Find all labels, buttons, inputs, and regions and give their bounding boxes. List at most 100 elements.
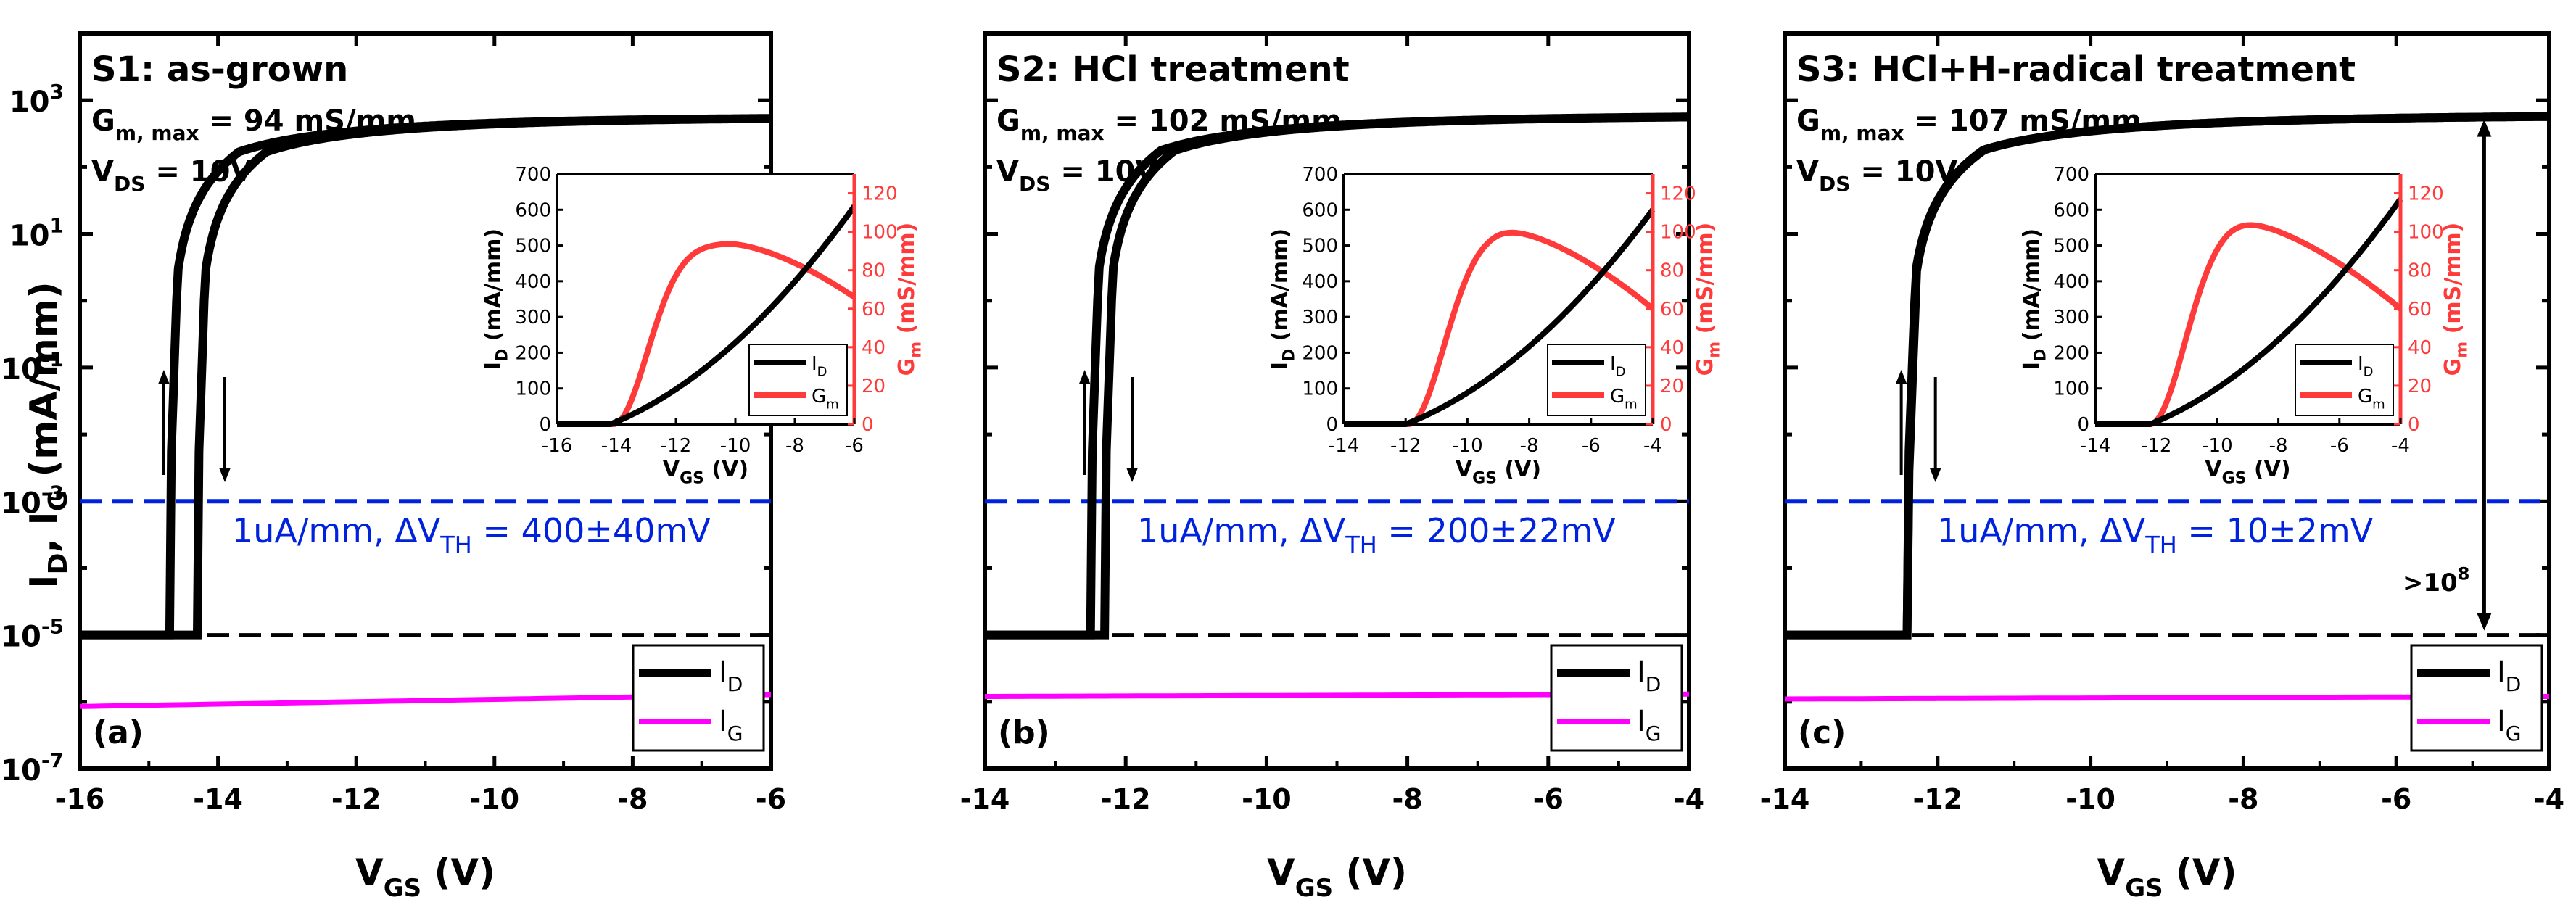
legend-ig-label: IG xyxy=(2497,705,2522,745)
inset-yr-tick-label: 120 xyxy=(1660,183,1696,205)
inset-yr-title-part-2: (mS/mm) xyxy=(2440,223,2466,342)
y-axis-title-sep: , I xyxy=(22,511,66,553)
panel-title: S3: HCl+H-radical treatment xyxy=(1796,49,2356,90)
inset-yr-tick-label: 20 xyxy=(1660,376,1684,397)
x-tick-label: -12 xyxy=(331,783,381,815)
inset-y-tick-label: 700 xyxy=(1302,164,1338,186)
inset-yr-tick-label: 100 xyxy=(1660,222,1696,244)
x-axis-title: VGS (V) xyxy=(355,851,495,903)
inset-yr-tick-label: 60 xyxy=(2408,299,2432,321)
vds-label-part-2: = 10V xyxy=(145,155,252,189)
y-axis-title-main: I xyxy=(22,574,66,588)
legend-id-label-part-1: D xyxy=(727,672,743,696)
y-tick-label: 10-3 xyxy=(1,481,64,520)
inset-yr-title: Gm (mS/mm) xyxy=(1693,223,1724,376)
inset-yr-title: Gm (mS/mm) xyxy=(2440,223,2472,376)
sweep-arrow-down-head xyxy=(219,468,231,482)
delta-vth-annotation-part-2: = 400±40mV xyxy=(472,511,711,550)
vds-label-part-1: DS xyxy=(1819,172,1850,196)
id-curve-reverse xyxy=(80,114,771,640)
gm-max-label: Gm, max = 107 mS/mm xyxy=(1796,104,2142,145)
inset-x-tick-label: -8 xyxy=(2269,435,2288,457)
y-tick-label-part-1: -3 xyxy=(41,481,64,505)
inset-x-tick-label: -12 xyxy=(2141,435,2171,457)
x-tick-label: -12 xyxy=(1912,783,1962,815)
legend-ig-label-part-1: G xyxy=(1646,721,1661,745)
inset-legend-id-label-part-1: D xyxy=(817,364,827,379)
inset-yl-title-part-2: (mA/mm) xyxy=(2019,228,2044,349)
inset-y-tick-label: 200 xyxy=(2053,342,2089,364)
inset-x-tick-label: -16 xyxy=(542,435,572,457)
inset-y-tick-label: 600 xyxy=(2053,199,2089,221)
y-tick-label: 10-7 xyxy=(1,748,64,787)
inset-yr-tick-label: 80 xyxy=(2408,260,2432,282)
panel-title: S1: as-grown xyxy=(91,49,348,90)
panel-label: (a) xyxy=(93,714,144,751)
gm-max-label-part-0: G xyxy=(996,104,1020,138)
inset-yr-title-part-0: G xyxy=(894,358,920,376)
y-axis-title-sub1: D xyxy=(44,553,73,574)
inset-yl-title-wrap: ID (mA/mm) xyxy=(481,228,512,370)
inset-y-tick-label: 200 xyxy=(515,342,551,364)
x-axis-title-part-1: GS xyxy=(384,874,421,903)
inset-yr-title-part-1: m xyxy=(907,342,925,358)
y-tick-label-part-0: 10 xyxy=(9,86,50,119)
inset-x-title-part-2: (V) xyxy=(2247,457,2291,482)
inset-yl-title: ID (mA/mm) xyxy=(1268,228,1299,370)
y-tick-label: 103 xyxy=(9,80,64,119)
inset-x-tick-label: -6 xyxy=(1582,435,1601,457)
x-axis-title-part-2: (V) xyxy=(1333,851,1407,893)
inset-yr-tick-label: 60 xyxy=(1660,299,1684,321)
y-tick-label-part-1: 1 xyxy=(50,214,64,238)
inset-y-tick-label: 400 xyxy=(1302,271,1338,293)
inset-yr-tick-label: 20 xyxy=(862,376,886,397)
vds-label-part-0: V xyxy=(996,155,1019,189)
gm-max-label-part-2: = 102 mS/mm xyxy=(1105,104,1342,138)
x-tick-label: -8 xyxy=(1392,783,1422,815)
vds-label: VDS = 10V xyxy=(996,155,1157,196)
y-tick-label: 10-1 xyxy=(1,347,64,386)
inset-x-tick-label: -8 xyxy=(785,435,804,457)
on-off-arrow-head-top xyxy=(2477,119,2492,137)
vds-label-part-1: DS xyxy=(114,172,145,196)
inset-legend-id-label-part-1: D xyxy=(2364,364,2374,379)
inset-legend-gm-label-part-0: G xyxy=(2358,386,2372,408)
y-tick-label: 101 xyxy=(9,214,64,253)
inset-legend-id-label-part-1: D xyxy=(1616,364,1626,379)
y-tick-label: 10-5 xyxy=(1,615,64,654)
legend-ig-label-part-1: G xyxy=(2506,721,2522,745)
inset-yl-title-part-0: I xyxy=(2019,362,2044,370)
inset-yr-tick-label: 120 xyxy=(2408,183,2444,205)
inset-yr-title: Gm (mS/mm) xyxy=(894,223,925,376)
inset-y-tick-label: 700 xyxy=(2053,164,2089,186)
x-tick-label: -8 xyxy=(617,783,648,815)
inset-x-tick-label: -6 xyxy=(2330,435,2349,457)
inset: -14 -12 -10 -8 -6 -40100200300400500600700020… xyxy=(1268,164,1724,488)
inset-yr-tick-label: 40 xyxy=(862,337,886,359)
inset-legend-box xyxy=(748,344,848,416)
inset-y-tick-label: 600 xyxy=(1302,199,1338,221)
legend-id-label-part-0: I xyxy=(2497,656,2506,689)
sweep-arrow-down-head xyxy=(1126,468,1139,482)
vds-label-part-2: = 10V xyxy=(1850,155,1957,189)
inset-x-tick-label: -4 xyxy=(1643,435,1662,457)
inset-yr-tick-label: 100 xyxy=(2408,222,2444,244)
inset-legend-gm-label-part-1: m xyxy=(826,397,839,412)
inset-yl-title: ID (mA/mm) xyxy=(481,228,512,370)
inset-x-tick-label: -6 xyxy=(845,435,864,457)
gm-max-label: Gm, max = 102 mS/mm xyxy=(996,104,1342,145)
inset-yl-title: ID (mA/mm) xyxy=(2019,228,2050,370)
inset-x-tick-label: -10 xyxy=(2202,435,2232,457)
legend-ig-label-part-0: I xyxy=(719,705,727,738)
y-tick-label-part-0: 10 xyxy=(1,487,41,520)
legend-box xyxy=(1550,644,1683,752)
inset-x-title: VGS (V) xyxy=(1456,457,1541,488)
sweep-arrow-up-head xyxy=(1895,370,1907,384)
gm-max-label-part-0: G xyxy=(1796,104,1820,138)
delta-vth-annotation-part-0: 1uA/mm, ΔV xyxy=(1137,511,1346,550)
inset-legend-gm-label: Gm xyxy=(1610,386,1638,412)
delta-vth-annotation: 1uA/mm, ΔVTH = 400±40mV xyxy=(232,511,711,559)
x-tick-label: -12 xyxy=(1101,783,1151,815)
inset-y-tick-label: 400 xyxy=(515,271,551,293)
